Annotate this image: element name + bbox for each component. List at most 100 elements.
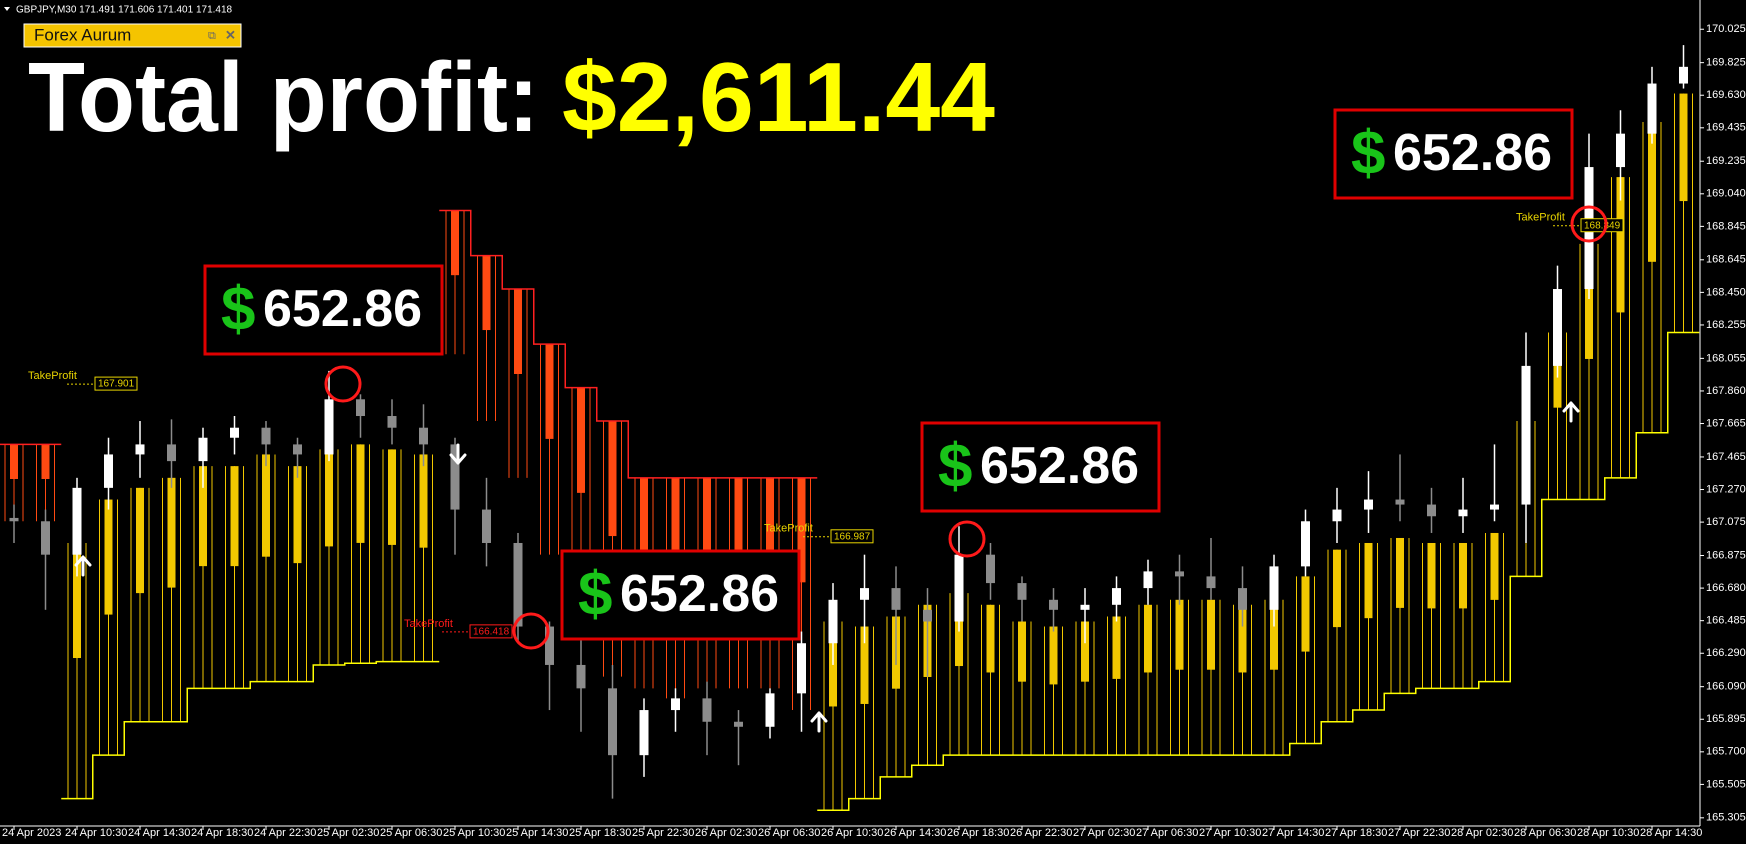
band-head (1648, 121, 1656, 262)
take-profit-box (1580, 218, 1624, 233)
x-tick-label: 27 Apr 22:30 (1388, 827, 1450, 839)
take-profit-price: 166.987 (834, 531, 871, 542)
band-head (293, 466, 302, 564)
badge[interactable] (23, 23, 242, 48)
profit-box (560, 549, 801, 641)
take-profit-label: TakeProfit (764, 523, 813, 535)
band-bar (99, 499, 118, 756)
candle-body (1679, 66, 1688, 84)
x-tick-label: 26 Apr 06:30 (758, 827, 820, 839)
y-tick-label: 167.075 (1706, 516, 1746, 528)
band-bar (288, 466, 307, 682)
y-tick-label: 168.450 (1706, 286, 1746, 298)
candle-body (482, 509, 491, 543)
take-profit-label: TakeProfit (404, 618, 453, 630)
y-tick-label: 165.505 (1706, 778, 1746, 790)
band-bar (256, 454, 276, 682)
take-profit-price: 168.849 (1584, 220, 1621, 231)
take-profit-box (469, 624, 513, 639)
band-bar (1453, 542, 1473, 689)
x-tick-label: 27 Apr 06:30 (1136, 827, 1198, 839)
band-bar (1359, 542, 1378, 711)
badge-label: Forex Aurum (34, 25, 131, 44)
x-tick-label: 24 Apr 22:30 (254, 827, 316, 839)
y-tick-label: 167.860 (1706, 385, 1746, 397)
y-tick-label: 166.485 (1706, 615, 1746, 627)
band-edge (817, 331, 1700, 812)
y-tick-label: 166.680 (1706, 582, 1746, 594)
candle-body (1364, 499, 1373, 510)
x-tick-label: 26 Apr 10:30 (821, 827, 883, 839)
x-tick-label: 24 Apr 10:30 (65, 827, 127, 839)
candle-body (1269, 566, 1279, 610)
band-bar (225, 466, 244, 689)
band-bar (1107, 616, 1126, 756)
candle-body (261, 427, 271, 445)
candle-body (797, 643, 806, 694)
band-head (1490, 532, 1499, 600)
candle-body (1206, 576, 1216, 589)
y-tick-label: 169.040 (1706, 188, 1746, 200)
candle-body (1049, 599, 1058, 610)
x-tick-label: 27 Apr 10:30 (1199, 827, 1261, 839)
badge-close[interactable]: ✕ (225, 27, 236, 42)
candle-body (1332, 509, 1342, 522)
sell-arrow (449, 443, 467, 465)
band-bar (382, 449, 402, 662)
band-head (10, 444, 18, 479)
band-bar (1201, 599, 1221, 756)
band-bar (540, 344, 559, 555)
candle-body (135, 444, 145, 455)
y-tick-label: 167.465 (1706, 451, 1746, 463)
band-head (482, 255, 491, 331)
profit-currency: $ (221, 275, 255, 344)
band-bar (1296, 576, 1315, 744)
profit-currency: $ (578, 560, 612, 629)
band-bar (1485, 532, 1504, 682)
x-tick-label: 26 Apr 18:30 (947, 827, 1009, 839)
candle-body (1143, 571, 1153, 589)
candle-body (1080, 604, 1090, 610)
candle-body (671, 698, 680, 711)
band-head (860, 626, 869, 704)
band-bar (130, 487, 150, 722)
candle-body (1616, 133, 1625, 168)
y-tick-label: 165.895 (1706, 713, 1746, 725)
band-bar (1327, 549, 1347, 722)
y-tick-label: 168.255 (1706, 319, 1746, 331)
badge-restore[interactable]: ⧉ (208, 30, 216, 42)
y-tick-label: 165.700 (1706, 746, 1746, 758)
candle-body (1553, 289, 1562, 366)
band-head (1333, 549, 1341, 628)
title-label: Total profit: (28, 42, 539, 152)
band-bar (1044, 626, 1063, 756)
buy-arrow (74, 555, 92, 577)
band-head (577, 387, 585, 493)
y-tick-label: 168.845 (1706, 220, 1746, 232)
exit-circle (512, 612, 550, 650)
candle-body (419, 427, 428, 445)
band-head (325, 449, 333, 547)
band-head (640, 477, 648, 573)
candle-body (954, 554, 964, 622)
y-tick-label: 166.090 (1706, 681, 1746, 693)
y-tick-label: 167.665 (1706, 417, 1746, 429)
band-head (1270, 599, 1278, 670)
band-head (1207, 599, 1215, 670)
exit-circle (324, 365, 362, 403)
candle-body (639, 710, 649, 756)
exit-circle (1570, 205, 1608, 243)
band-head (1616, 177, 1625, 313)
band-head (41, 444, 50, 479)
candles (9, 45, 1688, 799)
menu-triangle[interactable] (4, 7, 10, 11)
band-head (1679, 93, 1688, 202)
band-head (797, 477, 806, 583)
annotations: TakeProfit 167.901 TakeProfit 166.418 TakePr… (28, 108, 1624, 733)
band-head (608, 421, 617, 537)
candle-body (167, 444, 176, 462)
x-tick-label: 28 Apr 10:30 (1577, 827, 1639, 839)
band-head (703, 477, 711, 573)
band-edge (439, 209, 818, 479)
